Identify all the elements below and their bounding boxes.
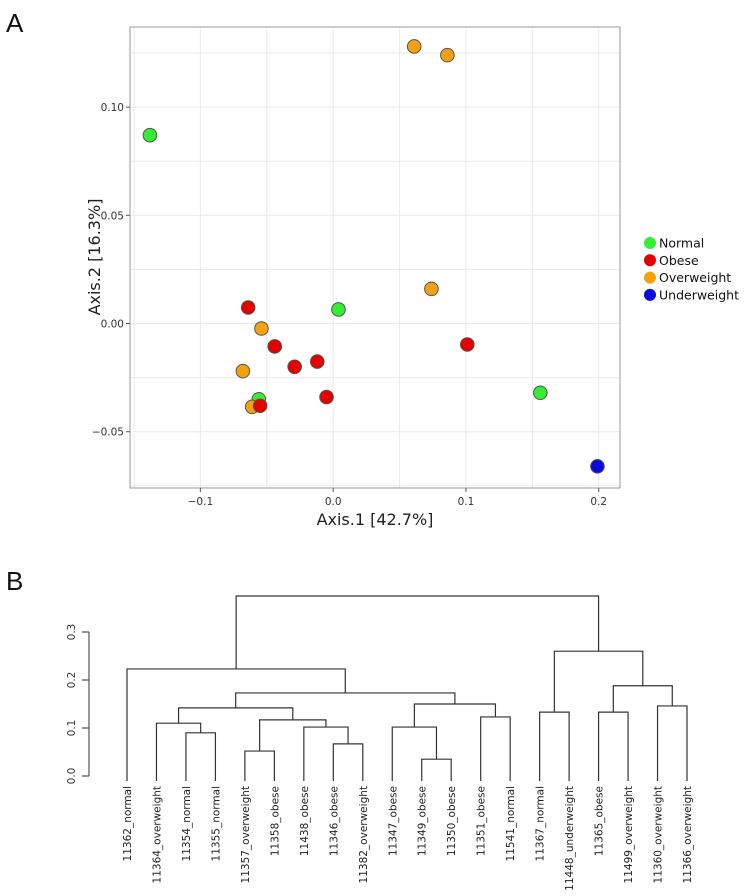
leaf-label: 11499_overweight <box>623 786 635 883</box>
leaf-label: 11349_obese <box>417 786 429 856</box>
dendrogram-branch <box>235 595 600 669</box>
dendrogram-branch <box>126 668 346 781</box>
leaf-label: 11365_obese <box>594 786 606 856</box>
x-tick-label: −0.1 <box>188 496 214 508</box>
panel-label-a: A <box>6 8 24 38</box>
dendrogram: 0.0 0.1 0.2 0.3 11362_normal 11364_overweight… <box>66 595 694 891</box>
y-axis-label: Axis.2 [16.3%] <box>85 199 104 316</box>
y-tick-label: 0.00 <box>101 319 124 331</box>
data-point-underweight <box>590 459 605 474</box>
dendrogram-branch <box>235 692 456 708</box>
data-point-obese <box>459 337 475 352</box>
y-tick-label: 0.10 <box>101 102 124 114</box>
y-tick-label: 0.2 <box>66 672 78 689</box>
leaf-label: 11362_normal <box>122 786 134 861</box>
dendrogram-branch <box>185 732 217 781</box>
dendrogram-branch <box>332 743 364 781</box>
panel-label-b: B <box>6 566 23 596</box>
dendrogram-branch <box>244 750 275 781</box>
leaf-label: 11351_obese <box>476 786 488 856</box>
data-point-overweight <box>440 47 455 63</box>
legend-label-overweight: Overweight <box>659 270 731 285</box>
data-point-normal <box>331 302 346 317</box>
leaf-label: 11438_obese <box>299 786 311 856</box>
leaf-label: 11357_overweight <box>240 786 252 883</box>
data-point-obese <box>240 300 256 315</box>
leaf-label: 11346_obese <box>328 786 340 856</box>
data-point-normal <box>533 385 548 401</box>
dendrogram-branch <box>303 726 349 781</box>
y-tick-label: 0.05 <box>101 210 124 222</box>
y-tick-label: 0.0 <box>66 768 78 785</box>
plot-background <box>130 27 620 488</box>
dendrogram-branch <box>155 722 202 781</box>
legend-marker-overweight <box>644 271 656 284</box>
legend-marker-underweight <box>644 288 656 301</box>
dendrogram-branch <box>391 726 438 781</box>
dendrogram-branch <box>413 703 497 728</box>
leaf-label: 11448_underweight <box>564 786 576 891</box>
data-point-obese <box>252 398 268 414</box>
x-tick-label: 0.1 <box>458 496 475 508</box>
data-point-normal <box>142 127 158 143</box>
dendrogram-branch <box>597 711 629 781</box>
dendrogram-branch <box>177 707 294 724</box>
x-tick-label: 0.2 <box>590 496 607 508</box>
x-axis-label: Axis.1 [42.7%] <box>317 510 434 529</box>
data-point-overweight <box>235 363 251 379</box>
data-point-obese <box>287 359 302 375</box>
x-tick-label: 0.0 <box>325 496 342 508</box>
legend-marker-obese <box>644 254 656 267</box>
y-tick-label: −0.05 <box>92 427 124 439</box>
leaf-label: 11355_normal <box>210 786 222 861</box>
dendrogram-branch <box>259 719 327 752</box>
leaf-label: 11367_normal <box>535 786 547 861</box>
data-point-obese <box>319 389 334 405</box>
leaf-label: 11382_overweight <box>358 786 370 883</box>
data-point-obese <box>309 354 325 369</box>
plot-border <box>129 26 621 489</box>
y-tick-label: 0.1 <box>66 720 78 737</box>
pcoa-scatter-plot: −0.1 0.0 0.1 0.2 −0.05 0.00 0.05 0.10 <box>92 26 621 508</box>
legend-marker-normal <box>644 237 656 249</box>
dendrogram-branch <box>656 705 688 781</box>
dendrogram-branch <box>480 716 511 781</box>
dendrogram-branch <box>539 711 570 781</box>
leaf-label: 11366_overweight <box>682 786 694 883</box>
leaf-label: 11364_overweight <box>151 786 163 883</box>
data-point-overweight <box>406 39 422 54</box>
legend: Normal Obese Overweight Underweight <box>644 236 739 302</box>
dendrogram-branch <box>612 685 673 713</box>
leaf-label: 11360_overweight <box>653 786 665 883</box>
data-point-overweight <box>254 321 269 336</box>
legend-label-underweight: Underweight <box>659 287 739 302</box>
leaf-label: 11350_obese <box>446 786 458 856</box>
leaf-label: 11541_normal <box>505 786 517 861</box>
dendrogram-branch <box>421 758 452 781</box>
dendrogram-branch <box>553 650 644 713</box>
legend-label-obese: Obese <box>659 253 699 268</box>
leaf-label: 11347_obese <box>387 786 399 856</box>
y-tick-label: 0.3 <box>66 624 78 641</box>
leaf-label: 11354_normal <box>181 786 193 861</box>
leaf-label: 11358_obese <box>269 786 281 856</box>
legend-label-normal: Normal <box>659 236 704 251</box>
data-point-obese <box>267 339 283 354</box>
data-point-overweight <box>424 281 439 297</box>
